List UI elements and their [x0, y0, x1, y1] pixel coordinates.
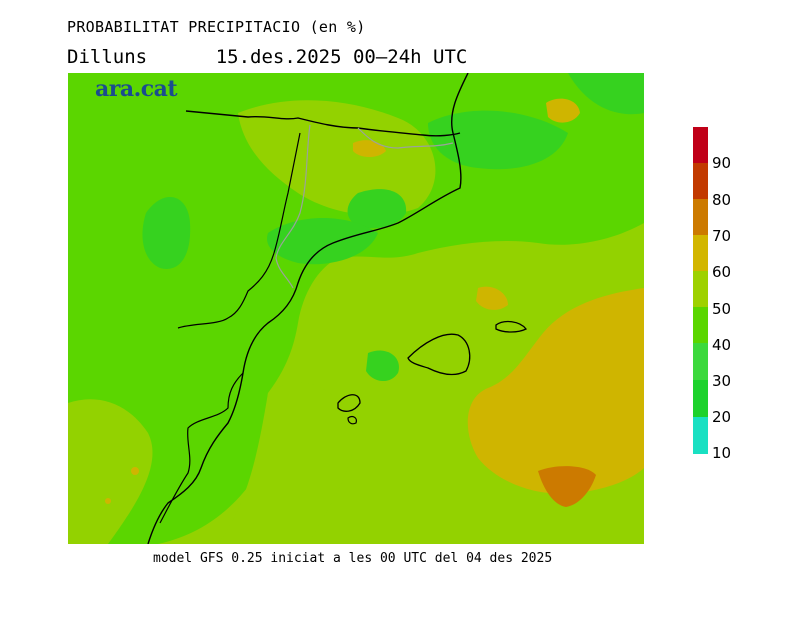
zone-40-50-north: [68, 73, 644, 544]
island-ibiza: [337, 394, 361, 412]
color-legend: [693, 127, 708, 454]
legend-swatch-30: [693, 343, 708, 380]
region-border-south: [159, 372, 244, 524]
province-border: [275, 124, 311, 289]
zone-50-60-west: [68, 399, 153, 544]
legend-tick-10: 10: [712, 444, 732, 462]
province-border: [357, 127, 454, 149]
legend-swatch-10: [693, 417, 708, 454]
chart-title: PROBABILITAT PRECIPITACIO (en %): [67, 18, 366, 36]
zone-60-70-east: [467, 288, 644, 494]
legend-tick-40: 40: [712, 336, 732, 354]
legend-swatch-60: [693, 235, 708, 271]
region-border: [177, 132, 301, 329]
legend-swatch-40: [693, 307, 708, 343]
legend-tick-30: 30: [712, 372, 732, 390]
zone-50-60-pyrenees: [238, 100, 436, 216]
zone-60-70-north-east: [476, 286, 508, 310]
zone-70-80: [538, 466, 596, 507]
legend-swatch-90: [693, 127, 708, 163]
country-border: [185, 110, 461, 137]
chart-subtitle: Dilluns 15.des.2025 00—24h UTC: [67, 46, 468, 68]
legend-tick-50: 50: [712, 300, 732, 318]
zone-60-70-patch: [546, 98, 580, 123]
island-formentera: [347, 416, 357, 425]
legend-swatch-70: [693, 199, 708, 235]
zone-60-70-dot: [131, 467, 139, 475]
coastline: [147, 73, 469, 544]
legend-tick-70: 70: [712, 227, 732, 245]
island-mallorca: [407, 333, 471, 376]
zone-30-40-menorca: [366, 350, 399, 382]
zone-30-40-mid: [347, 189, 407, 229]
zone-60-70-pyrenees: [353, 140, 386, 157]
ara-cat-logo: ara.cat: [95, 76, 178, 102]
legend-tick-20: 20: [712, 408, 732, 426]
model-footer: model GFS 0.25 iniciat a les 00 UTC del …: [153, 551, 553, 566]
zone-50-60-center: [218, 382, 355, 544]
legend-swatch-80: [693, 163, 708, 199]
legend-tick-60: 60: [712, 263, 732, 281]
zone-60-70-dot: [105, 498, 111, 504]
zone-30-40-north: [428, 110, 568, 170]
legend-swatch-50: [693, 271, 708, 307]
zone-30-40-west: [142, 196, 191, 269]
legend-tick-80: 80: [712, 191, 732, 209]
zone-30-40-top-right: [568, 73, 644, 115]
legend-tick-90: 90: [712, 154, 732, 172]
precipitation-map: [68, 73, 644, 544]
legend-swatch-20: [693, 380, 708, 417]
island-menorca: [495, 320, 527, 333]
zone-30-40-catalonia: [267, 218, 378, 265]
